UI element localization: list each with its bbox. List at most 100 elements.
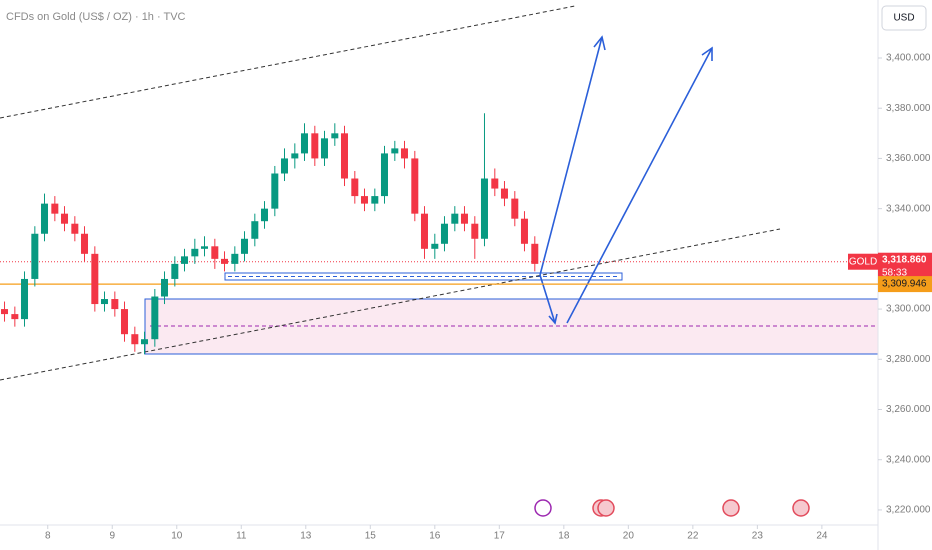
candle-body [260,208,268,222]
candle-body [331,133,339,139]
candle-body [31,233,39,279]
support-box [224,272,623,281]
candle-body [351,178,359,197]
candle-body [371,196,379,204]
candle-body [511,198,519,219]
candle-body [340,133,348,179]
candle-body [220,258,228,264]
candle-body [121,309,129,335]
x-tick-label: 9 [109,531,115,542]
candle-body [91,253,99,305]
arrow-down [539,274,556,324]
currency-button[interactable] [881,5,927,31]
y-tick-label: 3,260.000 [886,404,931,415]
event-icon[interactable] [534,499,552,517]
candle-body [191,248,199,257]
x-tick-label: 17 [494,531,506,542]
arrow-up [566,47,713,324]
candle-body [451,213,459,224]
candle-body [231,253,239,264]
candle-body [41,203,49,234]
y-tick-label: 3,300.000 [886,304,931,315]
arrow-up [539,36,603,276]
candle-body [291,153,299,159]
last-price-label: 3,318.860 [882,254,927,265]
x-tick-label: 16 [429,531,441,542]
candle-body [131,334,139,345]
arrow-head [701,46,713,61]
candle-body [211,246,219,259]
candle-body [251,221,259,239]
candle-body [21,278,29,320]
x-tick-label: 23 [752,531,764,542]
drawings [0,5,879,381]
candle-body [391,148,399,154]
candle-body [161,278,169,297]
y-tick-label: 3,400.000 [886,53,931,64]
candle-body [11,314,19,320]
candle-body [271,173,279,209]
candle-body [51,203,59,214]
candle-body [181,256,189,264]
candle-body [360,196,368,204]
x-tick-label: 11 [236,531,247,542]
countdown-label: 58:33 [882,267,907,278]
candle-body [531,243,539,264]
event-icon[interactable] [722,499,740,517]
candle-body [460,213,468,224]
candle-body [480,178,488,239]
candle-body [300,133,308,154]
y-tick-label: 3,340.000 [886,203,931,214]
candle-body [151,296,159,340]
candle-body [440,223,448,244]
y-tick-label: 3,380.000 [886,103,931,114]
candle-body [61,213,69,224]
x-tick-label: 24 [816,531,828,542]
candle-body [520,218,528,244]
event-icons [534,499,810,517]
symbol-label: GOLD [849,256,877,267]
x-tick-label: 13 [300,531,312,542]
chart-title: CFDs on Gold (US$ / OZ) · 1h · TVC [6,11,186,23]
candle-body [411,158,419,214]
currency-label: USD [893,13,914,24]
y-tick-label: 3,240.000 [886,454,931,465]
candle-body [491,178,499,189]
candle-body [471,223,479,239]
candle-body [240,238,248,254]
level-tag [878,276,932,293]
candle-body [1,309,9,315]
x-tick-label: 10 [171,531,183,542]
candle-body [171,263,179,279]
candle-body [320,138,328,159]
level-label: 3,309.946 [882,279,927,290]
symbol-tag [848,253,878,270]
candle-body [280,158,288,174]
arrow-head [548,313,558,325]
candle-body [101,299,109,305]
event-icon[interactable] [792,499,810,517]
x-tick-label: 18 [558,531,570,542]
last-price-tag [878,252,932,281]
candle-body [400,148,408,159]
event-icon[interactable] [597,499,615,517]
y-tick-label: 3,280.000 [886,354,931,365]
candle-body [71,223,79,234]
x-tick-label: 15 [365,531,377,542]
candle-body [111,299,119,310]
x-tick-label: 22 [687,531,699,542]
candle-body [431,243,439,249]
y-tick-label: 3,360.000 [886,153,931,164]
candle-body [311,133,319,159]
arrow-head [593,35,606,51]
candle-body [500,188,508,199]
candle-body [380,153,388,197]
candle-body [201,246,209,249]
candle-body [141,339,149,345]
x-tick-label: 8 [45,531,51,542]
candle-body [81,233,89,254]
candle-body [420,213,428,249]
x-tick-label: 20 [623,531,635,542]
y-tick-label: 3,220.000 [886,505,931,516]
